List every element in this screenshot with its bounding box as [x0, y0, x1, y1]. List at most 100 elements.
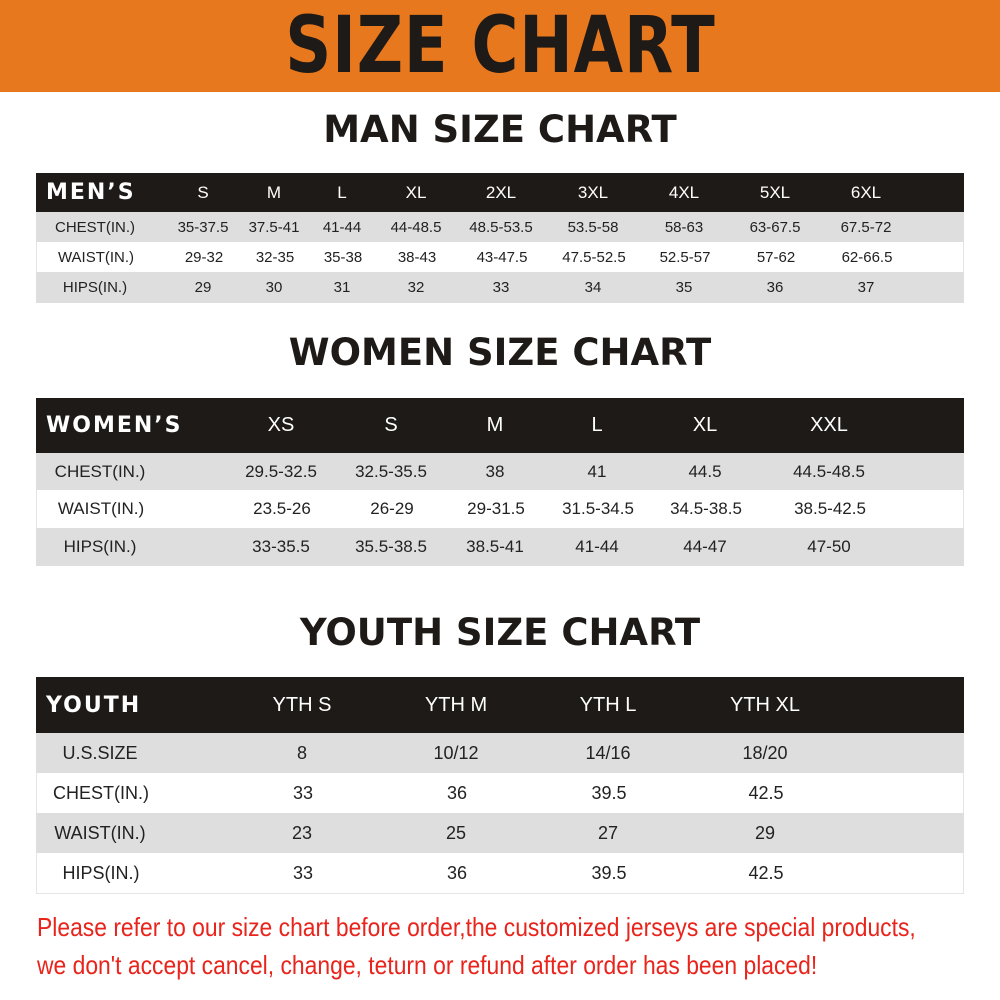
size-header: YTH XL — [729, 693, 801, 716]
table-cell: 32.5-35.5 — [355, 461, 427, 481]
banner: SIZE CHART — [0, 0, 1000, 92]
table-cell: 47-50 — [807, 537, 851, 556]
table-row: CHEST(IN.) 33 36 39.5 42.5 — [36, 773, 964, 813]
size-header: 5XL — [759, 182, 791, 202]
notice-line-1: Please refer to our size chart before or… — [37, 912, 916, 942]
table-cell: 62-66.5 — [841, 248, 893, 266]
table-cell: 37.5-41 — [248, 218, 300, 236]
table-cell: 31 — [333, 279, 351, 296]
size-header: YTH L — [579, 693, 637, 716]
size-header: 4XL — [668, 182, 700, 202]
size-header: XS — [267, 414, 295, 436]
table-cell: 29.5-32.5 — [245, 461, 317, 481]
table-cell: 8 — [296, 742, 308, 763]
table-cell: 44.5 — [688, 461, 722, 481]
men-section-title: MAN SIZE CHART — [323, 108, 677, 151]
table-cell: 36 — [766, 279, 784, 296]
table-cell: 36 — [446, 782, 468, 803]
header-row: MEN’S S M L XL 2XL 3XL 4XL 5XL 6XL — [36, 173, 964, 212]
youth-section-title: YOUTH SIZE CHART — [299, 611, 701, 654]
size-header: XXL — [810, 414, 848, 436]
table-cell: 26-29 — [370, 499, 414, 518]
table-cell: 23.5-26 — [253, 499, 311, 518]
table-cell: 33 — [292, 782, 314, 803]
table-cell: 52.5-57 — [659, 248, 711, 266]
table-cell: 35.5-38.5 — [355, 537, 427, 556]
size-header: XL — [692, 414, 718, 436]
table-cell: 35-37.5 — [177, 218, 229, 236]
banner-title: SIZE CHART — [284, 1, 716, 91]
table-row: HIPS(IN.) 29 30 31 32 33 34 35 36 37 — [36, 272, 964, 303]
table-cell: 27 — [597, 822, 619, 843]
table-cell: 53.5-58 — [567, 218, 619, 236]
size-header: S — [384, 414, 398, 436]
table-cell: 44.5-48.5 — [793, 461, 865, 481]
women-section-title: WOMEN SIZE CHART — [288, 331, 712, 374]
notice-line-2: we don't accept cancel, change, teturn o… — [37, 950, 818, 980]
table-cell: 29 — [194, 279, 212, 296]
table-cell: 33 — [492, 279, 510, 296]
table-cell: 14/16 — [585, 742, 631, 763]
table-cell: 33-35.5 — [252, 537, 310, 556]
table-cell: 41 — [587, 461, 607, 481]
size-header: 6XL — [850, 182, 882, 202]
row-label: WAIST(IN.) — [57, 248, 135, 266]
size-header: L — [591, 414, 603, 436]
table-cell: 32-35 — [255, 248, 295, 266]
table-cell: 18/20 — [742, 742, 788, 763]
table-cell: 31.5-34.5 — [562, 499, 634, 518]
row-label: U.S.SIZE — [62, 742, 138, 763]
table-cell: 39.5 — [591, 862, 627, 883]
row-label: CHEST(IN.) — [53, 782, 149, 803]
table-cell: 57-62 — [756, 248, 796, 266]
table-cell: 29 — [754, 822, 776, 843]
table-row: HIPS(IN.) 33 36 39.5 42.5 — [36, 853, 964, 893]
table-cell: 30 — [265, 279, 283, 296]
table-cell: 34 — [584, 279, 602, 296]
size-header: 3XL — [577, 182, 609, 202]
table-cell: 37 — [857, 279, 875, 296]
table-cell: 38.5-41 — [466, 537, 524, 556]
size-header: XL — [405, 182, 427, 202]
table-cell: 32 — [407, 279, 425, 296]
table-row: CHEST(IN.) 29.5-32.5 32.5-35.5 38 41 44.5 44.5… — [36, 453, 964, 490]
table-cell: 29-32 — [184, 248, 224, 266]
size-header: YTH M — [424, 693, 488, 716]
table-cell: 38.5-42.5 — [794, 499, 866, 518]
table-cell: 43-47.5 — [476, 248, 528, 266]
table-cell: 33 — [292, 862, 314, 883]
table-cell: 38 — [485, 461, 505, 481]
table-cell: 38-43 — [397, 248, 437, 266]
table-cell: 41-44 — [575, 537, 619, 556]
table-cell: 44-48.5 — [390, 218, 442, 236]
size-header: M — [266, 182, 282, 202]
table-border — [36, 893, 964, 894]
table-row: U.S.SIZE 8 10/12 14/16 18/20 — [36, 733, 964, 773]
header-row: YOUTH YTH S YTH M YTH L YTH XL — [36, 677, 964, 733]
table-cell: 39.5 — [591, 782, 627, 803]
row-label: CHEST(IN.) — [54, 461, 146, 481]
row-label: HIPS(IN.) — [62, 279, 128, 296]
size-header: 2XL — [485, 182, 517, 202]
table-cell: 58-63 — [664, 218, 704, 236]
table-row: CHEST(IN.) 35-37.5 37.5-41 41-44 44-48.5 48.5… — [36, 212, 964, 242]
table-cell: 29-31.5 — [467, 499, 525, 518]
row-label: WAIST(IN.) — [54, 822, 146, 843]
table-cell: 35 — [675, 279, 693, 296]
table-cell: 42.5 — [748, 862, 784, 883]
table-row: WAIST(IN.) 29-32 32-35 35-38 38-43 43-47.5 47.… — [36, 242, 964, 272]
row-label: HIPS(IN.) — [63, 537, 137, 556]
row-label: HIPS(IN.) — [62, 862, 140, 883]
table-cell: 44-47 — [683, 537, 727, 556]
table-header-label: WOMEN’S — [46, 413, 183, 438]
table-cell: 47.5-52.5 — [562, 248, 626, 266]
table-row: WAIST(IN.) 23 25 27 29 — [36, 813, 964, 853]
row-label: WAIST(IN.) — [57, 499, 145, 518]
table-cell: 25 — [445, 822, 467, 843]
table-header-label: MEN’S — [46, 180, 136, 205]
table-row: WAIST(IN.) 23.5-26 26-29 29-31.5 31.5-34.5 34… — [36, 490, 964, 528]
size-header: L — [337, 182, 347, 202]
table-cell: 36 — [446, 862, 468, 883]
table-cell: 41-44 — [322, 218, 362, 236]
table-cell: 23 — [291, 822, 313, 843]
